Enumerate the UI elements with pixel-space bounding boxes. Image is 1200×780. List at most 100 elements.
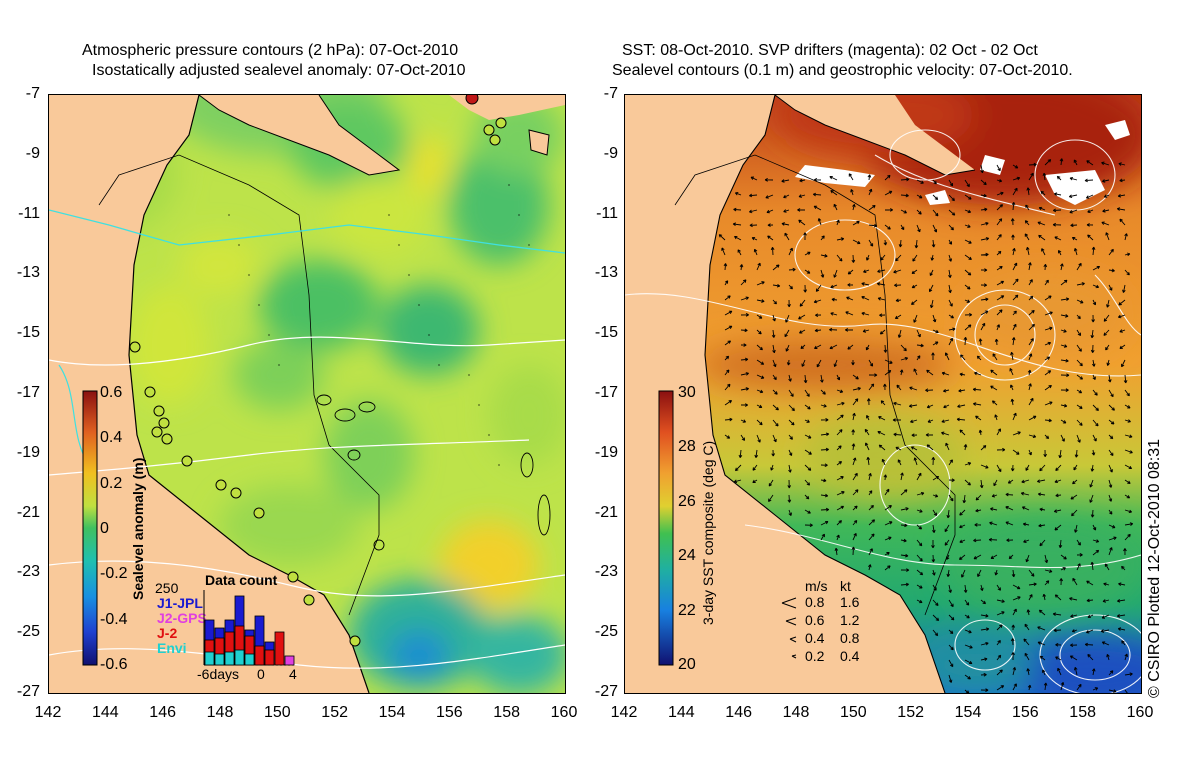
velocity-arrow — [1027, 684, 1032, 691]
velocity-arrow — [1070, 223, 1078, 228]
velocity-arrow — [980, 310, 989, 316]
velocity-arrow — [740, 296, 749, 301]
velocity-arrow — [1076, 404, 1083, 409]
velocity-arrow — [916, 584, 923, 589]
velocity-arrow — [799, 329, 806, 334]
velocity-arrow — [1053, 509, 1062, 513]
velocity-arrow — [1092, 549, 1100, 556]
velocity-arrow — [1010, 398, 1015, 406]
velocity-arrow — [1037, 492, 1046, 497]
right-y-tick-5: -17 — [594, 384, 618, 401]
velocity-arrow — [724, 325, 733, 331]
velocity-arrow — [932, 569, 936, 576]
legend-j1-jpl: J1-JPL — [157, 595, 203, 611]
velocity-arrow — [861, 311, 870, 316]
velocity-arrow — [836, 491, 845, 496]
velocity-arrow — [1060, 681, 1065, 691]
inset-bars — [203, 590, 295, 666]
velocity-arrow — [1124, 434, 1133, 439]
velocity-arrow — [756, 329, 762, 335]
velocity-arrow — [962, 494, 967, 504]
velocity-arrow — [964, 629, 972, 634]
right-y-tick-1: -9 — [603, 144, 618, 162]
velocity-arrow — [996, 250, 1002, 256]
velocity-arrow — [852, 220, 860, 226]
velocity-arrow — [1011, 234, 1015, 240]
velocity-arrow — [980, 688, 989, 692]
velocity-arrow — [1026, 609, 1031, 616]
velocity-arrow — [926, 369, 934, 376]
velocity-arrow — [900, 523, 908, 528]
velocity-arrow — [996, 611, 1005, 616]
velocity-arrow — [852, 457, 857, 466]
velocity-arrow — [804, 494, 810, 500]
velocity-arrow — [1089, 479, 1094, 488]
velocity-arrow — [958, 388, 966, 393]
velocity-arrow — [852, 386, 861, 391]
velocity-arrow — [833, 359, 838, 368]
velocity-arrow — [893, 401, 902, 406]
velocity-arrow — [772, 264, 780, 271]
velocity-arrow — [1119, 218, 1126, 226]
velocity-arrow — [834, 547, 839, 556]
right-x-tick-6: 154 — [954, 704, 982, 721]
velocity-arrow — [1124, 464, 1133, 470]
velocity-arrow — [880, 400, 886, 406]
velocity-arrow — [900, 553, 909, 558]
velocity-arrow — [990, 507, 998, 511]
velocity-arrow — [740, 419, 747, 423]
velocity-arrow — [1070, 614, 1078, 618]
velocity-arrow — [948, 629, 954, 634]
velocity-arrow — [964, 462, 972, 466]
velocity-arrow — [829, 175, 838, 181]
velocity-arrow — [771, 329, 776, 338]
velocity-arrow — [916, 355, 921, 361]
velocity-arrow — [948, 599, 954, 608]
velocity-arrow — [1076, 419, 1083, 426]
velocity-arrow — [816, 359, 822, 368]
velocity-arrow — [974, 523, 982, 527]
velocity-arrow — [964, 674, 971, 680]
velocity-arrow — [752, 479, 758, 484]
velocity-arrow — [852, 519, 858, 526]
left-y-tick-5: -17 — [16, 384, 40, 401]
velocity-arrow — [964, 179, 970, 188]
velocity-arrow — [804, 389, 810, 397]
velocity-arrow — [990, 554, 998, 559]
velocity-arrow — [996, 280, 1005, 286]
velocity-arrow — [1117, 627, 1126, 631]
velocity-arrow — [1100, 629, 1110, 633]
velocity-arrow — [881, 458, 886, 466]
velocity-arrow — [756, 299, 765, 303]
sla-tick-2: 0.2 — [100, 474, 123, 492]
sla-tick-0: 0.6 — [100, 384, 123, 401]
right-y-tick-2: -11 — [596, 204, 618, 222]
velocity-arrow — [1060, 434, 1065, 442]
velocity-arrow — [740, 328, 748, 333]
sla-tick-5: -0.4 — [100, 610, 128, 628]
velocity-arrow — [932, 314, 937, 323]
velocity-arrow — [861, 295, 870, 301]
velocity-arrow — [956, 417, 966, 422]
velocity-arrow — [1012, 310, 1017, 316]
velocity-arrow — [847, 269, 854, 275]
velocity-arrow — [1028, 262, 1032, 271]
velocity-arrow — [1090, 561, 1095, 571]
velocity-arrow — [868, 519, 876, 526]
velocity-arrow — [916, 539, 923, 547]
velocity-arrow — [788, 419, 795, 426]
velocity-arrow — [1053, 628, 1062, 633]
velocity-arrow — [916, 343, 924, 348]
velocity-arrow — [1039, 464, 1046, 472]
velocity-arrow — [740, 313, 749, 317]
velocity-arrow — [861, 282, 870, 286]
velocity-arrow — [1108, 509, 1113, 515]
velocity-arrow — [911, 284, 918, 289]
velocity-arrow — [946, 509, 951, 519]
velocity-arrow — [836, 476, 844, 481]
velocity-arrow — [948, 614, 955, 621]
velocity-arrow — [927, 419, 934, 423]
velocity-arrow — [1028, 434, 1037, 439]
velocity-arrow — [1118, 299, 1126, 306]
islands — [316, 394, 551, 551]
